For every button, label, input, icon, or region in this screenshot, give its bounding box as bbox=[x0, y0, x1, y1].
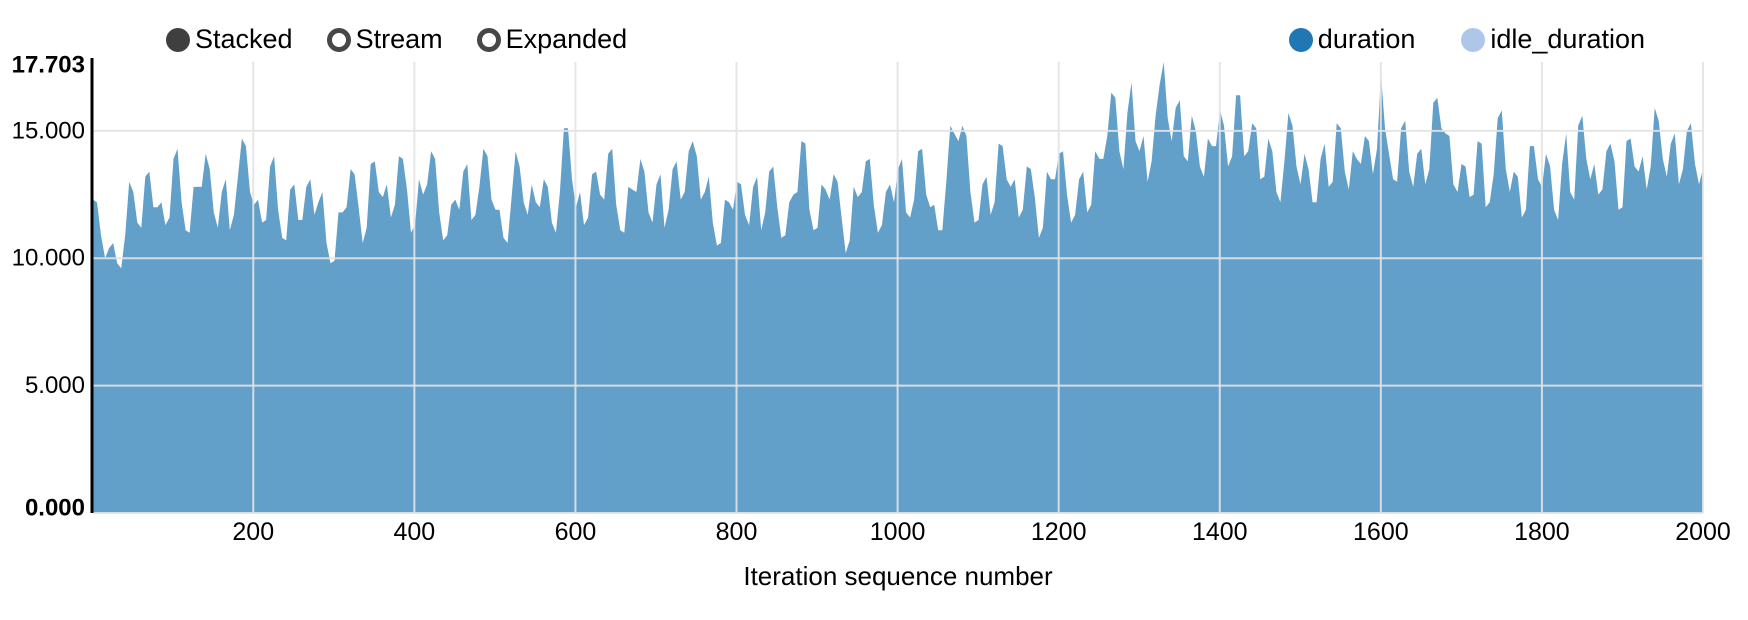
y-tick-label: 10.000 bbox=[12, 245, 85, 272]
legend-label: idle_duration bbox=[1490, 24, 1645, 54]
control-label: Expanded bbox=[505, 24, 628, 54]
legend-item-idle_duration[interactable]: idle_duration bbox=[1461, 26, 1645, 53]
y-tick-label: 5.000 bbox=[25, 372, 85, 399]
chart-legend: duration idle_duration bbox=[1288, 24, 1645, 54]
control-stream[interactable]: Stream bbox=[326, 24, 443, 54]
x-tick-label: 200 bbox=[232, 518, 274, 546]
legend-swatch-icon[interactable] bbox=[1461, 27, 1486, 52]
x-tick-label: 1600 bbox=[1353, 518, 1409, 546]
y-axis-max-label: 17.703 bbox=[12, 52, 85, 79]
control-expanded[interactable]: Expanded bbox=[476, 24, 628, 54]
control-stacked[interactable]: Stacked bbox=[166, 26, 293, 53]
x-tick-label: 800 bbox=[716, 518, 758, 546]
x-tick-label: 400 bbox=[393, 518, 435, 546]
chart-mode-controls: Stacked Stream Expanded bbox=[166, 26, 627, 53]
y-tick-label: 15.000 bbox=[12, 117, 85, 144]
x-tick-label: 1200 bbox=[1031, 518, 1087, 546]
y-axis-min-label: 0.000 bbox=[25, 495, 85, 522]
x-tick-label: 2000 bbox=[1675, 518, 1731, 546]
legend-item-duration[interactable]: duration bbox=[1288, 24, 1416, 54]
x-tick-label: 1800 bbox=[1514, 518, 1570, 546]
x-tick-label: 1400 bbox=[1192, 518, 1248, 546]
x-tick-label: 1000 bbox=[870, 518, 926, 546]
legend-swatch-icon[interactable] bbox=[1288, 27, 1313, 52]
radio-selected-icon[interactable] bbox=[166, 27, 190, 52]
radio-unselected-icon[interactable] bbox=[476, 27, 501, 52]
legend-label: duration bbox=[1317, 24, 1416, 54]
x-tick-label: 600 bbox=[555, 518, 597, 546]
x-axis-title: Iteration sequence number bbox=[743, 561, 1053, 591]
control-label: Stream bbox=[355, 24, 443, 54]
control-label: Stacked bbox=[195, 24, 293, 54]
radio-unselected-icon[interactable] bbox=[326, 27, 351, 52]
